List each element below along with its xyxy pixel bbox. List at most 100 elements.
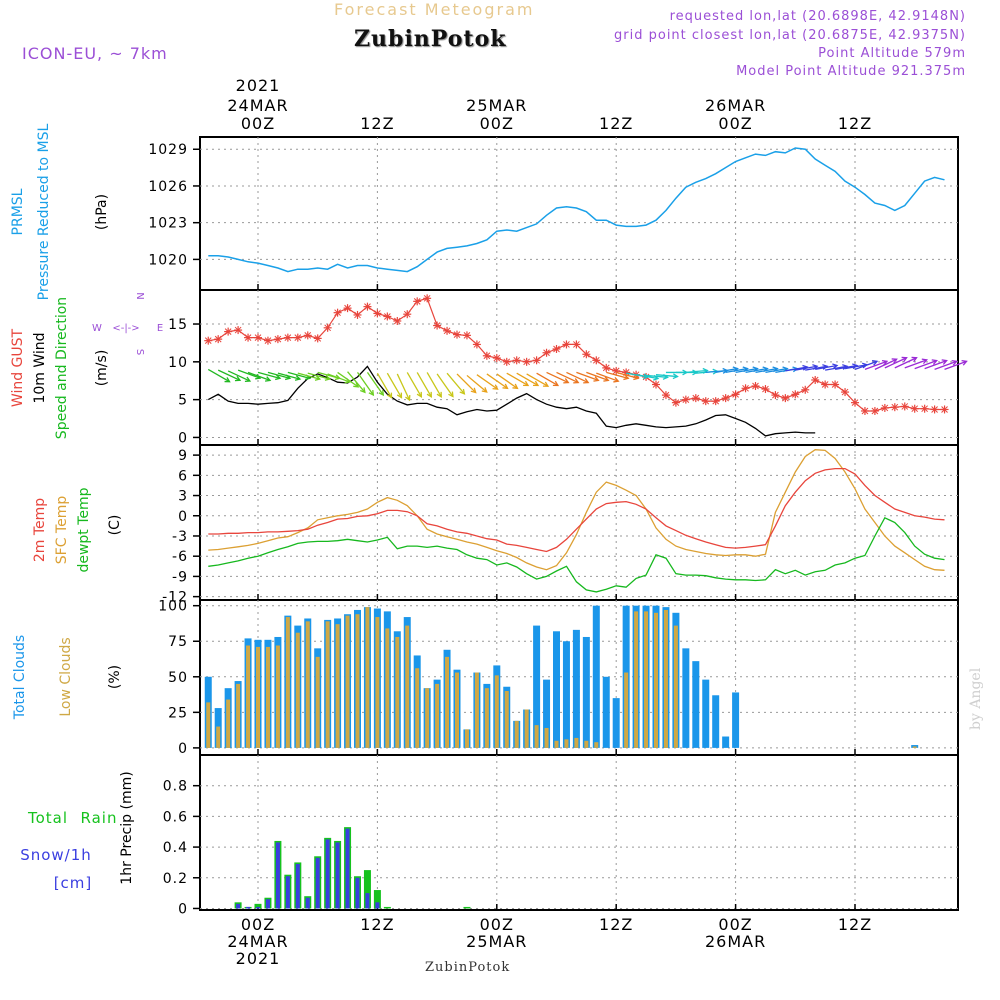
wind-arrow-head [931,359,938,365]
wind-arrow-shaft [735,367,758,374]
wind-arrow-shaft [267,371,291,379]
low-clouds-bar [455,672,459,748]
gust-marker [542,348,551,357]
gust-marker [512,356,521,365]
total-clouds-bar [712,695,720,748]
gust-marker-d2 [592,356,600,364]
gust-marker-d2 [752,382,759,390]
ytick-label: 0 [178,901,188,917]
wind-arrow-head [234,375,242,382]
wind-arrow-head [881,359,889,366]
wind-arrow-head [633,374,640,381]
gust-marker-d2 [732,390,739,398]
wind-arrow-shaft [327,373,350,383]
wind-arrow-head [448,391,454,398]
wind-arrow-shaft [576,371,599,382]
wind-arrow-shaft [834,364,858,371]
top-axis-label: 00Z [241,114,275,133]
gust-marker-d2 [742,384,749,392]
wind-arrow-shaft [496,373,518,389]
low-clouds-bar [584,740,589,748]
wind-direction-arrow [556,371,580,384]
rain-bar [383,906,391,909]
wind-arrow-head [583,378,590,384]
gust-marker [423,294,432,303]
gust-marker-d2 [772,391,779,399]
wind-direction-arrow [655,373,679,380]
wind-arrow-shaft [297,372,320,380]
top-axis-label: 25MAR [466,96,527,115]
gust-marker [940,405,949,414]
wind-direction-arrow [894,356,918,369]
wind-direction-arrow [924,359,948,370]
gust-marker [831,380,840,389]
low-clouds-bar [216,726,221,748]
wind-arrow-head [593,376,600,382]
gust-marker [462,331,471,340]
total-clouds-bar [702,679,710,748]
wind-arrow-head [426,391,432,399]
wind-arrow-shaft [227,370,251,382]
wind-direction-arrow [874,358,898,370]
wind-arrow-shaft [337,371,359,388]
wind-direction-arrow [456,373,477,394]
wind-arrow-head [492,384,499,390]
wind-direction-arrow [496,373,519,390]
wind-arrow-head [911,356,918,363]
wind-arrow-shaft [376,372,393,398]
ytick-label: 0.8 [163,779,188,795]
wind-arrow-shaft [914,360,937,370]
top-axis-label: 00Z [718,114,752,133]
ytick-label: 5 [178,393,188,409]
sfc-temp-line [208,449,945,571]
wind-direction-arrow [466,374,488,393]
wind-arrow-shaft [416,372,432,398]
gust-marker [363,302,372,311]
gust-marker-d2 [443,327,451,335]
wind-arrow-shaft [566,371,589,384]
wind-arrow-head [324,375,332,381]
clouds-label-total: Total Clouds [12,635,28,720]
gust-marker-d2 [503,358,511,366]
gust-marker-d2 [901,403,909,410]
low-clouds-bar [435,683,440,748]
gust-marker [721,394,730,403]
gust-marker-d2 [762,385,769,393]
ytick-label: 6 [178,468,188,484]
gust-marker-d2 [941,406,948,413]
snow-bar [295,863,300,909]
wind-arrow-shaft [486,373,508,389]
top-axis-label: 12Z [599,114,633,133]
temp-2m-line [208,467,945,553]
gust-marker-d2 [234,326,242,334]
gust-marker [343,304,352,313]
snow-bar [355,877,360,909]
gust-marker [273,335,282,344]
gust-marker-d2 [612,367,620,375]
wind-arrow-shaft [884,357,907,369]
wind-arrow-head [613,376,620,383]
wind-arrow-head [523,380,530,387]
gust-marker [731,390,740,399]
gust-marker-d2 [523,358,531,366]
bottom-axis-label: 12Z [360,915,394,934]
snow-bar [345,828,350,909]
wind-arrow-shaft [257,371,281,379]
temp-label-dewpt: dewpt Temp [76,487,92,572]
wind-arrow-head [502,383,509,390]
total-clouds-bar [682,648,690,748]
gust-marker [711,397,720,406]
point-altitude: Point Altitude 579m [818,46,966,61]
gust-marker [691,394,700,403]
gust-marker [353,310,362,319]
total-clouds-bar [562,641,570,748]
compass-west: W [92,323,102,334]
wind-unit: (m/s) [94,350,110,387]
credit-watermark: by Angel [968,667,984,730]
gust-marker [333,308,342,317]
bottom-axis-label: 00Z [241,915,275,934]
gust-marker-d2 [602,364,610,372]
wind-arrow-shaft [805,365,828,371]
gust-marker-d2 [861,407,869,415]
wind-arrow-head [224,377,231,383]
